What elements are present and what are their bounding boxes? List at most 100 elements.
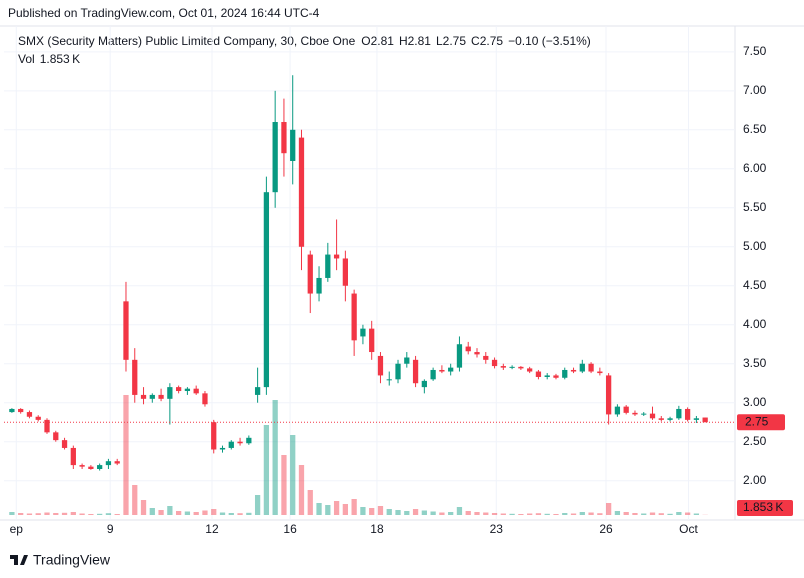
volume-bar [500, 513, 506, 515]
volume-bar [70, 512, 76, 515]
candle-body [237, 441, 243, 444]
volume-bar [211, 509, 217, 515]
volume-bar [518, 514, 524, 515]
candle-body [421, 380, 427, 388]
volume-bar [465, 511, 471, 515]
volume-bar [570, 513, 577, 515]
x-tick-label: 16 [283, 522, 297, 536]
volume-bar [44, 512, 50, 515]
volume-bar [509, 513, 515, 515]
ohlc-letter: O [361, 34, 370, 48]
volume-bar [412, 509, 419, 515]
volume-bar [456, 507, 463, 515]
ohlc-value: 2.75 [443, 34, 467, 48]
x-tick-label: 26 [599, 522, 613, 536]
volume-bar [61, 512, 68, 515]
volume-bar [421, 510, 427, 515]
x-tick-label: ep [10, 522, 24, 536]
candle-body [544, 375, 550, 377]
volume-bar [553, 514, 559, 515]
y-tick-label: 6.00 [743, 161, 767, 175]
candle-body [211, 422, 217, 450]
volume-bar [360, 507, 366, 515]
x-tick-label: 18 [370, 522, 384, 536]
volume-bar [623, 512, 629, 515]
volume-bar [18, 513, 24, 515]
ohlc-letter: H [399, 34, 408, 48]
volume-bar [53, 513, 59, 515]
volume-bar [562, 513, 568, 515]
volume-bar [114, 514, 120, 515]
volume-bar [474, 512, 480, 515]
ohlc-value: 2.75 [480, 34, 504, 48]
candle-body [272, 122, 278, 193]
candle-body [158, 394, 164, 399]
volume-bar [254, 495, 261, 515]
y-tick-label: 2.00 [743, 473, 767, 487]
candle-body [18, 408, 24, 413]
candle-body [316, 277, 322, 294]
candle-body [509, 366, 515, 368]
candle-body [79, 465, 85, 467]
volume-bar [298, 465, 305, 515]
ohlc-value: 2.81 [371, 34, 395, 48]
published-note: Published on TradingView.com, Oct 01, 20… [8, 6, 320, 20]
candle-body [649, 413, 656, 419]
candle-body [676, 408, 682, 419]
candle-body [342, 258, 348, 286]
volume-bar [228, 513, 234, 515]
candle-body [483, 355, 489, 360]
volume-bar [351, 499, 357, 515]
candle-body [518, 366, 524, 369]
candle-body [597, 371, 603, 374]
volume-bar [281, 455, 287, 515]
candle-body [97, 465, 103, 469]
candle-body [114, 461, 120, 464]
volume-bar [448, 512, 454, 515]
volume-bar [395, 510, 401, 515]
candle-body [377, 355, 384, 376]
candle-body [246, 437, 252, 444]
volume-bar [290, 435, 296, 515]
volume-bar [316, 503, 322, 515]
candles [9, 75, 708, 471]
volume-bar [527, 513, 533, 515]
x-tick-label: 9 [107, 522, 114, 536]
volume-bar [684, 512, 691, 515]
last-volume-label: 1.853 K [743, 500, 783, 514]
volume-bar [88, 514, 94, 515]
volume-bar [167, 506, 173, 515]
y-tick-label: 3.00 [743, 395, 767, 409]
volume-bar [333, 501, 340, 515]
volume-bar [158, 510, 164, 515]
candle-body [570, 369, 577, 372]
volume-bar [132, 485, 138, 515]
candle-body [606, 375, 612, 415]
y-tick-label: 6.50 [743, 122, 767, 136]
volume-bar [105, 513, 112, 515]
candle-body [263, 192, 270, 388]
candle-body [53, 432, 59, 441]
last-price-box [737, 414, 785, 431]
candle-body [369, 328, 375, 353]
candle-body [562, 369, 568, 378]
volume-bar [535, 513, 542, 515]
candle-body [290, 129, 296, 161]
legend-title: SMX (Security Matters) Public Limited Co… [18, 34, 356, 48]
candle-body [491, 359, 498, 367]
candle-body [439, 369, 445, 372]
volume-bar [632, 513, 638, 515]
candle-body [465, 346, 471, 352]
candle-body [579, 363, 585, 372]
candle-body [474, 352, 480, 355]
volume-bar [579, 512, 585, 515]
candle-body [360, 328, 366, 337]
legend: SMX (Security Matters) Public Limited Co… [18, 34, 591, 66]
volume-bar [149, 508, 155, 515]
candle-body [535, 371, 542, 377]
y-tick-label: 7.00 [743, 83, 767, 97]
volume-bar [272, 400, 278, 515]
volume-bar [35, 513, 41, 515]
